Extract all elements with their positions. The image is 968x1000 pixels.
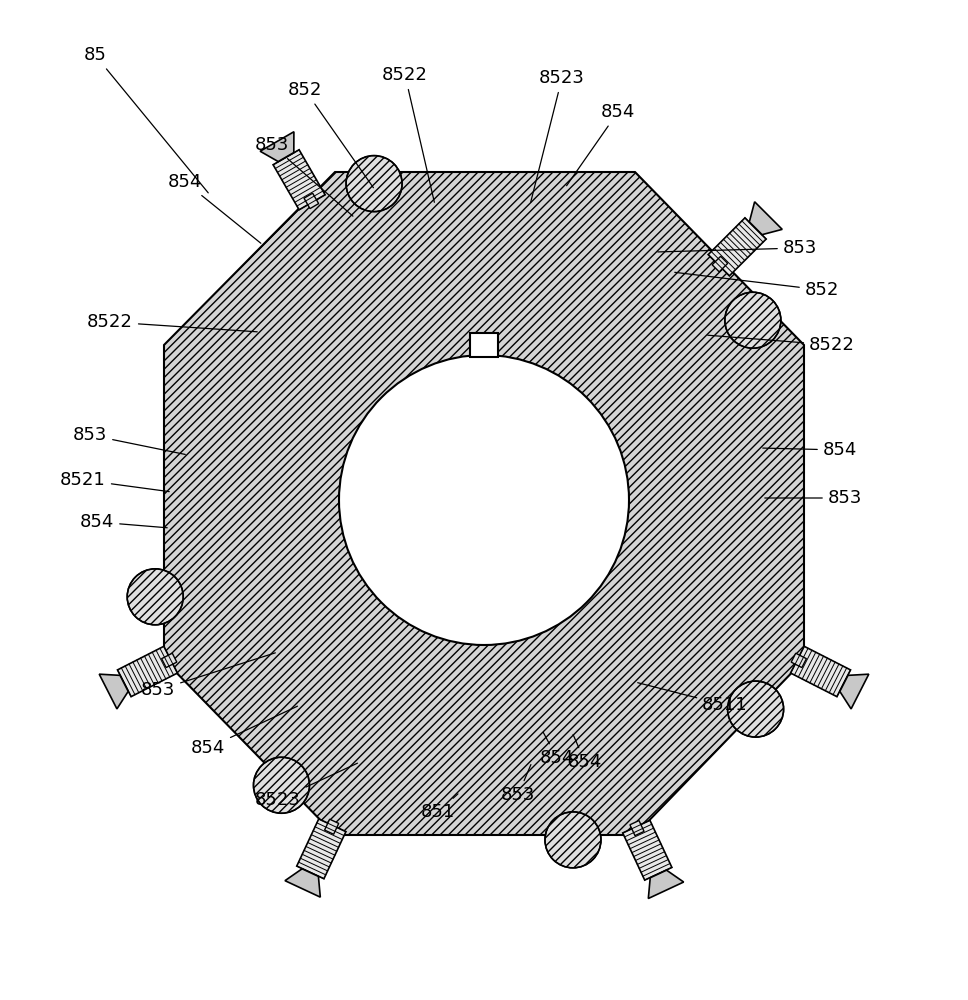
Text: 8522: 8522	[382, 66, 435, 202]
Text: 854: 854	[540, 732, 574, 767]
Text: 854: 854	[191, 706, 297, 757]
Text: 8522: 8522	[708, 335, 855, 354]
Text: 853: 853	[658, 239, 817, 257]
Polygon shape	[749, 202, 782, 235]
Text: 853: 853	[765, 489, 862, 507]
Polygon shape	[630, 821, 644, 836]
Text: 853: 853	[255, 136, 353, 216]
Text: 854: 854	[568, 735, 602, 771]
Text: 8521: 8521	[60, 471, 169, 492]
Circle shape	[347, 156, 402, 212]
Polygon shape	[470, 333, 498, 357]
Polygon shape	[840, 674, 869, 709]
Polygon shape	[791, 646, 851, 697]
Polygon shape	[622, 820, 672, 880]
Polygon shape	[117, 646, 177, 697]
Text: 85: 85	[83, 46, 208, 193]
Circle shape	[127, 569, 183, 625]
Circle shape	[545, 812, 601, 868]
Polygon shape	[162, 653, 177, 668]
Text: 8523: 8523	[530, 69, 585, 202]
Text: 852: 852	[287, 81, 374, 188]
Polygon shape	[297, 819, 346, 879]
Text: 8511: 8511	[638, 683, 748, 714]
Polygon shape	[304, 193, 318, 209]
Polygon shape	[273, 150, 325, 210]
Polygon shape	[285, 869, 320, 897]
Text: 854: 854	[79, 513, 167, 531]
Text: 8523: 8523	[255, 763, 357, 809]
Text: 854: 854	[167, 173, 260, 243]
Text: 854: 854	[566, 103, 635, 186]
Polygon shape	[649, 870, 683, 899]
Text: 854: 854	[763, 441, 858, 459]
Circle shape	[339, 355, 629, 645]
Circle shape	[725, 292, 781, 348]
Circle shape	[254, 757, 310, 813]
Polygon shape	[324, 819, 339, 834]
Polygon shape	[100, 674, 128, 709]
Polygon shape	[164, 172, 804, 835]
Polygon shape	[791, 653, 806, 668]
Polygon shape	[709, 218, 766, 276]
Text: 853: 853	[140, 653, 275, 699]
Text: 8522: 8522	[87, 313, 257, 332]
Text: 853: 853	[500, 765, 535, 804]
Text: 853: 853	[73, 426, 185, 454]
Polygon shape	[260, 132, 294, 162]
Text: 851: 851	[421, 794, 458, 821]
Circle shape	[728, 681, 784, 737]
Polygon shape	[712, 256, 728, 272]
Text: 852: 852	[675, 272, 839, 299]
